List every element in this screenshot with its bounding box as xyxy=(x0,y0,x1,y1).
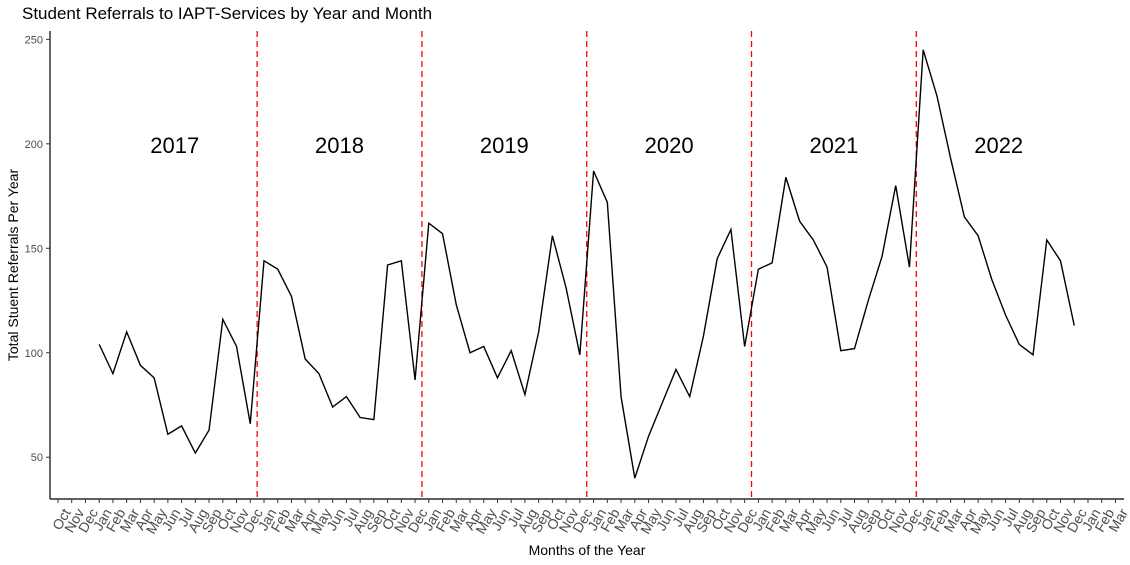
y-tick-label: 200 xyxy=(25,139,43,151)
year-label: 2017 xyxy=(150,133,199,158)
x-tick-label: Jul xyxy=(174,506,197,530)
x-tick-label: Jul xyxy=(834,506,857,530)
y-tick-label: 150 xyxy=(25,243,43,255)
x-tick-label: Jul xyxy=(998,506,1021,530)
y-axis-ticks: 50 100 150 200 250 xyxy=(25,34,50,464)
year-label: 2019 xyxy=(480,133,529,158)
x-tick-label: Jul xyxy=(339,506,362,530)
y-tick-label: 50 xyxy=(31,452,43,464)
year-label: 2021 xyxy=(809,133,858,158)
x-tick-label: Jul xyxy=(669,506,692,530)
x-axis-ticks: OctNovDecJanFebMarAprMayJunJulAugSepOctN… xyxy=(49,499,1130,537)
x-tick-label: Jul xyxy=(504,506,527,530)
y-axis-title: Total Stuent Referrals Per Year xyxy=(5,169,21,362)
year-label: 2018 xyxy=(315,133,364,158)
year-label: 2022 xyxy=(974,133,1023,158)
y-tick-label: 100 xyxy=(25,348,43,360)
y-tick-label: 250 xyxy=(25,34,43,46)
year-label: 2020 xyxy=(645,133,694,158)
chart-title: Student Referrals to IAPT-Services by Ye… xyxy=(22,4,433,23)
series-line-referrals xyxy=(98,49,1075,479)
year-labels: 2017 2018 2019 2020 2021 2022 xyxy=(150,133,1023,158)
x-axis-title: Months of the Year xyxy=(529,542,646,558)
